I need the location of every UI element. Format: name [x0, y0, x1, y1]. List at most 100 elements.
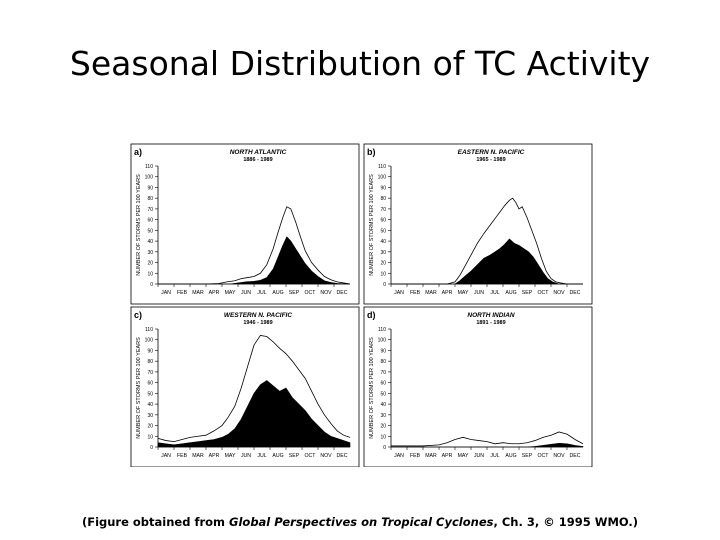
y-tick-label-2-80: 80 — [380, 196, 386, 202]
y-tick-label-3-110: 110 — [145, 327, 153, 333]
x-tick-label-2-DEC: DEC — [570, 290, 581, 296]
y-tick-label-1-80: 80 — [147, 196, 153, 202]
panel-letter-2: b) — [367, 147, 376, 157]
panel-letter-4: d) — [367, 310, 376, 320]
x-tick-label-3-DEC: DEC — [337, 453, 348, 459]
y-tick-label-2-90: 90 — [380, 185, 386, 191]
y-tick-label-3-60: 60 — [147, 381, 153, 387]
y-tick-label-4-100: 100 — [378, 338, 387, 344]
y-tick-label-4-60: 60 — [380, 381, 386, 387]
y-tick-label-2-30: 30 — [380, 250, 386, 256]
x-tick-label-2-APR: APR — [442, 290, 453, 296]
y-tick-label-2-60: 60 — [380, 218, 386, 224]
y-tick-label-4-10: 10 — [380, 434, 386, 440]
outline-series-2 — [391, 197, 583, 285]
panel-letter-3: c) — [134, 310, 142, 320]
x-tick-label-1-JAN: JAN — [161, 290, 171, 296]
panel-title-4: NORTH INDIAN — [467, 312, 514, 319]
y-tick-label-1-110: 110 — [145, 164, 153, 170]
y-tick-label-2-110: 110 — [378, 164, 386, 170]
x-tick-label-3-NOV: NOV — [320, 453, 332, 459]
panel-title-3: WESTERN N. PACIFIC — [224, 312, 292, 319]
panel-subtitle-2: 1965 - 1989 — [476, 157, 505, 163]
x-tick-label-3-AUG: AUG — [272, 453, 283, 459]
x-tick-label-1-MAR: MAR — [192, 290, 204, 296]
y-tick-label-4-0: 0 — [383, 445, 386, 451]
y-tick-label-4-90: 90 — [380, 348, 386, 354]
y-tick-label-3-20: 20 — [147, 424, 153, 430]
outline-series-3 — [157, 334, 351, 443]
y-tick-label-4-110: 110 — [378, 327, 386, 333]
x-tick-label-1-AUG: AUG — [272, 290, 283, 296]
y-tick-label-1-90: 90 — [147, 185, 153, 191]
panel-ylabel-4: NUMBER OF STORMS PER 100 YEARS — [369, 337, 375, 439]
x-tick-label-4-FEB: FEB — [410, 453, 421, 459]
x-tick-label-4-JUN: JUN — [474, 453, 484, 459]
x-tick-label-3-FEB: FEB — [177, 453, 188, 459]
x-tick-label-4-APR: APR — [442, 453, 453, 459]
x-tick-label-1-JUL: JUL — [257, 290, 266, 296]
x-tick-label-4-NOV: NOV — [553, 453, 565, 459]
y-tick-label-2-10: 10 — [380, 271, 386, 277]
y-tick-label-1-50: 50 — [147, 228, 153, 234]
panel-frame-1 — [130, 143, 360, 305]
x-tick-label-2-JUN: JUN — [474, 290, 484, 296]
caption-prefix: (Figure obtained from — [81, 515, 230, 529]
panel-subtitle-1: 1886 - 1989 — [243, 157, 272, 163]
x-tick-label-4-SEP: SEP — [522, 453, 533, 459]
figure-caption: (Figure obtained from Global Perspective… — [0, 515, 720, 529]
y-tick-label-2-20: 20 — [380, 261, 386, 267]
x-tick-label-2-SEP: SEP — [522, 290, 533, 296]
y-tick-label-3-90: 90 — [147, 348, 153, 354]
x-tick-label-2-JAN: JAN — [394, 290, 404, 296]
x-tick-label-1-SEP: SEP — [289, 290, 300, 296]
y-tick-label-4-40: 40 — [380, 402, 386, 408]
y-tick-label-3-0: 0 — [150, 445, 153, 451]
y-tick-label-3-70: 70 — [147, 370, 153, 376]
y-tick-label-2-50: 50 — [380, 228, 386, 234]
tc-activity-figure: a) NORTH ATLANTIC 1886 - 1989 NUMBER OF STO… — [130, 142, 595, 467]
y-tick-label-2-100: 100 — [378, 175, 387, 181]
y-tick-label-1-100: 100 — [145, 175, 154, 181]
x-tick-label-3-JAN: JAN — [161, 453, 171, 459]
x-tick-label-3-JUN: JUN — [241, 453, 251, 459]
x-tick-label-2-AUG: AUG — [505, 290, 516, 296]
x-tick-label-4-AUG: AUG — [505, 453, 516, 459]
outline-series-1 — [158, 206, 351, 285]
panel-title-1: NORTH ATLANTIC — [230, 149, 287, 156]
x-tick-label-4-JUL: JUL — [490, 453, 499, 459]
y-tick-label-1-40: 40 — [147, 239, 153, 245]
y-tick-label-1-10: 10 — [147, 271, 153, 277]
x-tick-label-1-DEC: DEC — [337, 290, 348, 296]
y-tick-label-3-30: 30 — [147, 413, 153, 419]
filled-series-3 — [157, 380, 351, 448]
panel-ylabel-2: NUMBER OF STORMS PER 100 YEARS — [369, 174, 375, 276]
x-tick-label-4-OCT: OCT — [538, 453, 550, 459]
y-tick-label-2-40: 40 — [380, 239, 386, 245]
y-tick-label-4-70: 70 — [380, 370, 386, 376]
filled-series-2 — [391, 238, 583, 285]
x-tick-label-2-OCT: OCT — [538, 290, 550, 296]
y-tick-label-1-70: 70 — [147, 207, 153, 213]
x-tick-label-3-MAY: MAY — [225, 453, 236, 459]
y-tick-label-1-0: 0 — [150, 282, 153, 288]
y-tick-label-3-10: 10 — [147, 434, 153, 440]
y-tick-label-2-70: 70 — [380, 207, 386, 213]
x-tick-label-2-MAY: MAY — [458, 290, 469, 296]
x-tick-label-1-NOV: NOV — [320, 290, 332, 296]
filled-series-1 — [158, 236, 351, 285]
panel-subtitle-4: 1891 - 1989 — [476, 320, 505, 326]
x-tick-label-3-JUL: JUL — [257, 453, 266, 459]
y-tick-label-3-50: 50 — [147, 391, 153, 397]
x-tick-label-3-APR: APR — [209, 453, 220, 459]
y-tick-label-3-100: 100 — [145, 338, 154, 344]
y-tick-label-4-30: 30 — [380, 413, 386, 419]
y-tick-label-4-80: 80 — [380, 359, 386, 365]
x-tick-label-1-FEB: FEB — [177, 290, 188, 296]
y-tick-label-4-50: 50 — [380, 391, 386, 397]
slide-title: Seasonal Distribution of TC Activity — [69, 44, 651, 83]
y-tick-label-1-60: 60 — [147, 218, 153, 224]
x-tick-label-2-FEB: FEB — [410, 290, 421, 296]
x-tick-label-3-MAR: MAR — [192, 453, 204, 459]
